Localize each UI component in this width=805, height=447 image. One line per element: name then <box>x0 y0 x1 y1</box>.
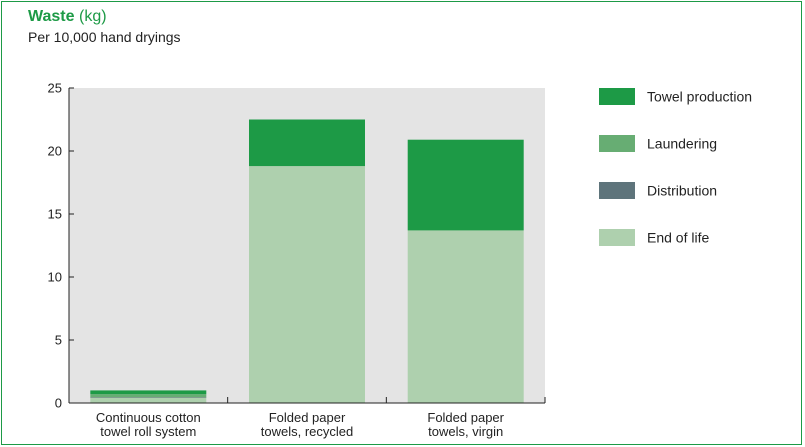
legend: Towel production Laundering Distribution En… <box>599 88 752 246</box>
bar-end-of-life-2 <box>407 230 524 403</box>
x-category-label: Folded paper <box>427 410 504 425</box>
legend-label-towel-production: Towel production <box>647 89 752 105</box>
bar-towel-production-2 <box>407 139 524 231</box>
x-category-label: Continuous cotton <box>96 410 201 425</box>
y-tick-label: 15 <box>48 207 62 222</box>
legend-label-end-of-life: End of life <box>647 230 709 246</box>
legend-label-distribution: Distribution <box>647 183 717 199</box>
x-category-label: towels, virgin <box>428 424 503 439</box>
legend-swatch-distribution <box>599 182 635 199</box>
axes-group <box>68 88 546 404</box>
y-tick-label: 5 <box>55 333 62 348</box>
chart-title-unit: (kg) <box>78 8 107 25</box>
legend-label-laundering: Laundering <box>647 136 717 152</box>
legend-swatch-towel-production <box>599 88 635 105</box>
y-tick-label: 25 <box>48 81 62 96</box>
bar-end-of-life-0 <box>90 398 207 403</box>
chart-title-text: Waste <box>28 8 75 25</box>
x-category-label: towel roll system <box>100 424 196 439</box>
y-tick-label: 0 <box>55 396 62 411</box>
chart-title: Waste (kg) <box>28 6 107 28</box>
legend-swatch-end-of-life <box>599 229 635 246</box>
x-category-label: Folded paper <box>269 410 346 425</box>
bar-towel-production-0 <box>90 390 207 395</box>
y-tick-label: 20 <box>48 144 62 159</box>
legend-swatch-laundering <box>599 135 635 152</box>
y-ticks-group: 0 5 10 15 20 25 <box>48 81 74 411</box>
bars-group <box>90 119 524 403</box>
bar-laundering-0 <box>90 394 207 398</box>
x-category-label: towels, recycled <box>261 424 353 439</box>
y-tick-label: 10 <box>48 270 62 285</box>
bar-end-of-life-1 <box>249 166 365 403</box>
bar-towel-production-1 <box>249 119 365 167</box>
chart-subtitle: Per 10,000 hand dryings <box>28 29 181 45</box>
bar-distribution-0 <box>90 397 207 398</box>
